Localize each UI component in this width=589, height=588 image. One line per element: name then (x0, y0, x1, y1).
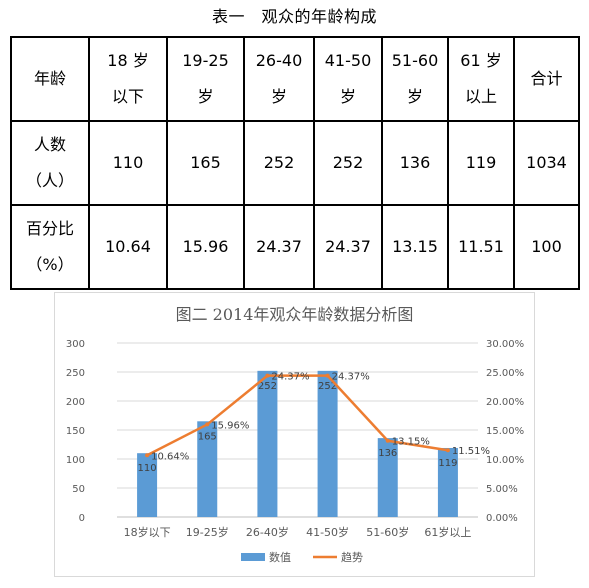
bar (437, 447, 458, 517)
header-cell: 51-60 岁 (381, 36, 449, 122)
y-tick-label: 100 (66, 455, 85, 466)
y-tick-label: 0 (79, 513, 85, 524)
row-label: 百分比 （%） (10, 204, 90, 290)
x-tick-label: 61岁以上 (424, 525, 471, 539)
table-cell: 10.64 (88, 204, 168, 290)
trend-point (145, 453, 150, 458)
table-cell: 1034 (513, 120, 580, 206)
header-cell: 年龄 (10, 36, 90, 122)
legend-swatch-bars (241, 553, 265, 561)
trend-data-label: 24.37% (271, 372, 309, 383)
header-cell: 26-40 岁 (243, 36, 315, 122)
header-cell: 41-50 岁 (313, 36, 383, 122)
table-cell: 11.51 (447, 204, 515, 290)
y2-tick-label: 0.00% (486, 513, 518, 524)
legend-label: 趋势 (341, 551, 363, 564)
bar-data-label: 252 (258, 381, 277, 392)
trend-data-label: 24.37% (332, 372, 370, 383)
table-cell: 15.96 (166, 204, 245, 290)
y2-tick-label: 25.00% (486, 368, 524, 379)
table-row-count: 人数 （人） 110 165 252 252 136 119 1034 (10, 120, 580, 206)
x-tick-label: 41-50岁 (306, 525, 349, 539)
chart-container: 图二 2014年观众年龄数据分析图 0 50 100 150 200 250 300 0.00… (54, 292, 535, 577)
y2-tick-label: 5.00% (486, 484, 518, 495)
bar-data-label: 252 (318, 381, 337, 392)
header-cell: 19-25 岁 (166, 36, 245, 122)
table-cell: 24.37 (243, 204, 315, 290)
bar (137, 453, 158, 517)
table-cell: 136 (381, 120, 449, 206)
y2-tick-label: 15.00% (486, 426, 524, 437)
y-tick-label: 300 (66, 339, 85, 350)
bar-data-label: 136 (378, 448, 397, 459)
y2-tick-label: 30.00% (486, 339, 524, 350)
header-cell: 18 岁以下 (88, 36, 168, 122)
table-cell: 252 (243, 120, 315, 206)
table-cell: 165 (166, 120, 245, 206)
combo-chart: 0 50 100 150 200 250 300 0.00% 5.00% 10.00% 15.00%… (66, 339, 524, 564)
row-label: 人数 （人） (10, 120, 90, 206)
header-cell: 合计 (513, 36, 580, 122)
trend-point (325, 373, 330, 378)
x-tick-label: 51-60岁 (366, 525, 409, 539)
legend-label: 数值 (269, 551, 291, 564)
y-tick-label: 250 (66, 368, 85, 379)
trend-data-label: 11.51% (452, 446, 490, 457)
table-cell: 13.15 (381, 204, 449, 290)
table-cell: 252 (313, 120, 383, 206)
table-cell: 110 (88, 120, 168, 206)
table-title: 表一 观众的年龄构成 (211, 7, 377, 26)
trend-point (445, 448, 450, 453)
trend-data-label: 15.96% (211, 420, 249, 431)
bar (317, 370, 338, 517)
y2-tick-label: 20.00% (486, 397, 524, 408)
y-tick-label: 50 (72, 484, 85, 495)
x-tick-label: 18岁以下 (124, 525, 171, 539)
x-tick-label: 26-40岁 (246, 525, 289, 539)
trend-data-label: 10.64% (151, 451, 189, 462)
y2-tick-label: 10.00% (486, 455, 524, 466)
chart-title: 图二 2014年观众年龄数据分析图 (175, 305, 414, 324)
y-tick-label: 200 (66, 397, 85, 408)
trend-point (265, 373, 270, 378)
x-tick-label: 19-25岁 (186, 525, 229, 539)
trend-data-label: 13.15% (392, 437, 430, 448)
age-table: 年龄 18 岁以下 19-25 岁 26-40 岁 41-50 岁 51-60 岁 61… (10, 36, 580, 290)
table-cell: 100 (513, 204, 580, 290)
table-cell: 24.37 (313, 204, 383, 290)
table-row-percent: 百分比 （%） 10.64 15.96 24.37 24.37 13.15 11.… (10, 204, 580, 290)
bar (197, 421, 218, 517)
bar (257, 370, 278, 517)
bar-data-label: 119 (438, 458, 457, 469)
bar-data-label: 165 (198, 431, 217, 442)
table-header-row: 年龄 18 岁以下 19-25 岁 26-40 岁 41-50 岁 51-60 岁 61… (10, 36, 580, 122)
y-tick-label: 150 (66, 426, 85, 437)
trend-line (146, 374, 449, 457)
bar (377, 438, 398, 517)
table-cell: 119 (447, 120, 515, 206)
trend-point (205, 422, 210, 427)
bar-data-label: 110 (138, 463, 157, 474)
trend-point (385, 438, 390, 443)
header-cell: 61 岁以上 (447, 36, 515, 122)
